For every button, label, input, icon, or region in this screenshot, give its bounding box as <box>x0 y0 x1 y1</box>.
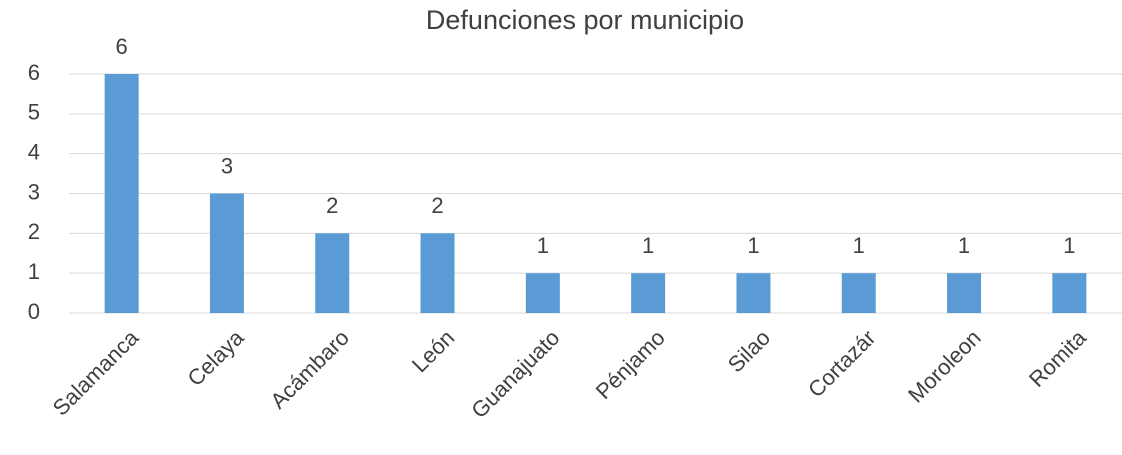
data-label: 2 <box>326 193 338 218</box>
data-label: 1 <box>642 233 654 258</box>
y-tick-label: 2 <box>28 219 40 244</box>
y-tick-label: 6 <box>28 60 40 85</box>
bar <box>736 273 771 313</box>
bar <box>1052 273 1087 313</box>
x-tick-label: Cortazár <box>803 325 880 402</box>
x-tick-label: Guanajuato <box>466 325 564 423</box>
data-label: 1 <box>747 233 759 258</box>
x-tick-label: Silao <box>723 325 775 377</box>
bar <box>420 233 455 313</box>
y-tick-label: 3 <box>28 179 40 204</box>
data-label: 1 <box>958 233 970 258</box>
bar <box>104 74 139 313</box>
data-label: 2 <box>431 193 443 218</box>
x-tick-label: Acámbaro <box>265 325 354 414</box>
x-tick-label: Pénjamo <box>591 325 670 404</box>
bar <box>631 273 666 313</box>
y-tick-label: 5 <box>28 100 40 125</box>
bar <box>525 273 560 313</box>
x-tick-label: Salamanca <box>48 324 144 420</box>
data-label: 1 <box>537 233 549 258</box>
x-tick-label: León <box>407 325 459 377</box>
data-label: 1 <box>853 233 865 258</box>
x-tick-label: Moroleon <box>903 325 986 408</box>
bar <box>947 273 982 313</box>
x-tick-label: Celaya <box>182 324 249 391</box>
chart-title: Defunciones por municipio <box>426 5 744 35</box>
data-label: 1 <box>1063 233 1075 258</box>
bar <box>209 193 244 313</box>
y-tick-label: 4 <box>28 139 40 164</box>
y-tick-label: 1 <box>28 259 40 284</box>
data-label: 3 <box>221 153 233 178</box>
x-tick-label: Romita <box>1024 324 1091 391</box>
bar <box>841 273 876 313</box>
y-tick-label: 0 <box>28 299 40 324</box>
data-label: 6 <box>116 34 128 59</box>
bar <box>315 233 350 313</box>
